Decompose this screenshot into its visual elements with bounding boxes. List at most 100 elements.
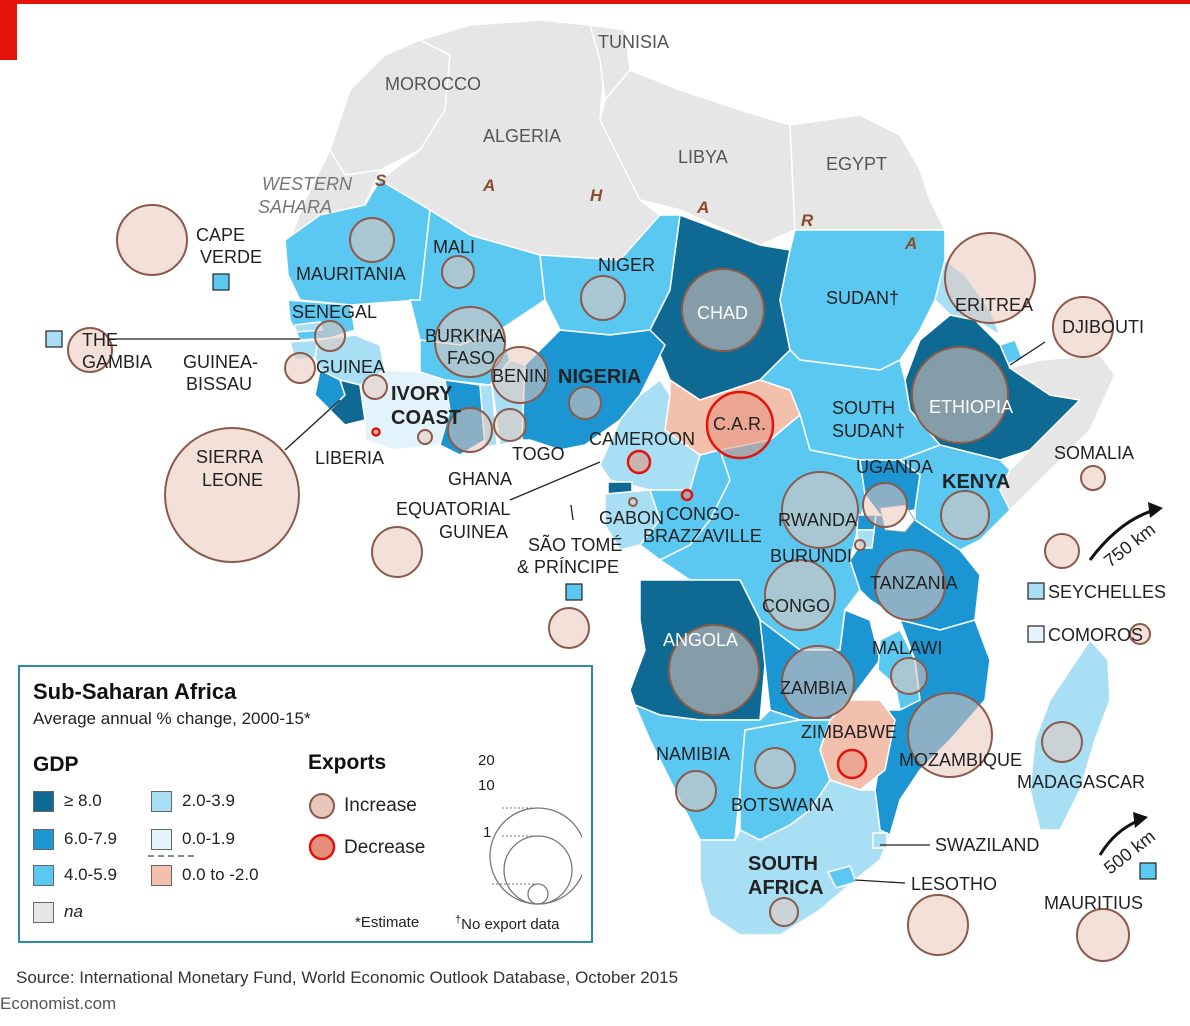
bubble-mauritius <box>1076 908 1130 962</box>
label-western-sahara-2: SAHARA <box>258 197 332 217</box>
bubble-car <box>705 390 775 460</box>
bubble-burundi <box>854 539 866 551</box>
bubble-equatorial-guinea <box>371 526 423 578</box>
swatch-label-gdp-ge8: ≥ 8.0 <box>64 791 102 810</box>
label-algeria: ALGERIA <box>483 126 561 146</box>
island-marker-sao-tome <box>565 583 583 601</box>
label-zimbabwe: ZIMBABWE <box>801 722 897 742</box>
bubble-lesotho <box>907 894 969 956</box>
island-marker-seychelles <box>1027 582 1045 600</box>
bubble-mauritania <box>349 217 395 263</box>
legend-decrease-label: Decrease <box>344 837 426 858</box>
label-sierra-leone-1: SIERRA <box>196 447 263 467</box>
bubble-kenya <box>940 490 990 540</box>
size-circle-10 <box>503 835 573 905</box>
label-mauritania: MAURITANIA <box>296 264 406 284</box>
label-the-gambia-1: THE <box>82 330 118 350</box>
legend-size-10-label: 10 <box>478 777 495 794</box>
bubble-mali <box>441 255 475 289</box>
bubble-gabon <box>628 497 638 507</box>
swatch-label-gdp-6: 6.0-7.9 <box>64 829 117 848</box>
label-scale-750: 750 km <box>1100 519 1159 571</box>
bubble-liberia <box>371 427 381 437</box>
legend-increase-circle <box>309 793 335 819</box>
label-burkina-faso-2: FASO <box>447 348 495 368</box>
label-congo: CONGO <box>762 596 830 616</box>
bubble-ghana <box>447 407 493 453</box>
bubble-chad <box>681 268 765 352</box>
region-south-africa <box>699 779 891 936</box>
legend-title: Sub-Saharan Africa <box>33 679 237 704</box>
bubble-sierra-leone <box>164 427 300 563</box>
label-guinea-bissau-1: GUINEA- <box>183 352 258 372</box>
label-cape-verde-1: CAPE <box>196 225 245 245</box>
label-ethiopia: ETHIOPIA <box>929 397 1013 417</box>
label-equatorial-guinea-2: GUINEA <box>439 522 508 542</box>
label-sao-tome-1: SÃO TOMÉ <box>528 534 622 555</box>
island-marker-mauritius <box>1139 862 1157 880</box>
label-south-sudan-1: SOUTH <box>832 398 895 418</box>
label-liberia: LIBERIA <box>315 448 384 468</box>
label-botswana: BOTSWANA <box>731 795 833 815</box>
label-ivory-coast-1: IVORY <box>391 383 453 405</box>
label-sudan: SUDAN† <box>826 288 899 308</box>
brand-red-tab <box>0 4 17 60</box>
label-tunisia: TUNISIA <box>598 32 669 52</box>
label-gabon: GABON <box>599 508 664 528</box>
label-eritrea: ERITREA <box>955 295 1033 315</box>
label-cameroon: CAMEROON <box>589 429 695 449</box>
scale-arrowhead-500 <box>1133 812 1148 828</box>
label-namibia: NAMIBIA <box>656 744 730 764</box>
label-comoros: COMOROS <box>1048 625 1143 645</box>
legend-box: Sub-Saharan Africa Average annual % chan… <box>18 665 593 943</box>
bubble-cape-verde <box>116 204 188 276</box>
label-swaziland: SWAZILAND <box>935 835 1039 855</box>
scale-arrow-750 <box>1088 508 1156 561</box>
legend-subtitle: Average annual % change, 2000-15* <box>33 709 311 728</box>
bubble-seychelles-area <box>1044 533 1080 569</box>
label-lesotho: LESOTHO <box>911 874 997 894</box>
size-circle-1 <box>527 883 549 905</box>
label-uganda: UGANDA <box>856 457 933 477</box>
legend-estimate-note: *Estimate <box>355 914 420 931</box>
label-sao-tome-2: & PRÍNCIPE <box>517 557 619 577</box>
swatch-label-gdp-0: 0.0-1.9 <box>182 829 235 848</box>
label-car: C.A.R. <box>713 414 766 434</box>
legend-size-20-label: 20 <box>478 752 495 769</box>
label-mozambique: MOZAMBIQUE <box>899 750 1022 770</box>
bubble-cameroon <box>626 449 652 475</box>
label-togo: TOGO <box>512 444 565 464</box>
scale-arrowhead-750 <box>1148 502 1163 518</box>
label-equatorial-guinea-1: EQUATORIAL <box>396 499 510 519</box>
bubble-nigeria <box>568 386 602 420</box>
label-djibouti: DJIBOUTI <box>1062 317 1144 337</box>
label-guinea-bissau-2: BISSAU <box>186 374 252 394</box>
label-western-sahara-1: WESTERN <box>262 174 353 194</box>
swatch-gdp-neg <box>151 865 172 886</box>
label-south-sudan-2: SUDAN† <box>832 421 905 441</box>
bubble-angola <box>668 624 760 716</box>
bubble-malawi <box>890 657 928 695</box>
legend-dashed-divider <box>148 855 194 857</box>
no-export-text: No export data <box>461 916 560 933</box>
dagger-mark: † <box>455 914 462 926</box>
label-malawi: MALAWI <box>872 638 942 658</box>
brand-credit: Economist.com <box>0 994 117 1013</box>
source-note: Source: International Monetary Fund, Wor… <box>16 968 679 987</box>
label-sierra-leone-2: LEONE <box>202 470 263 490</box>
bubble-burkina-faso <box>434 306 506 378</box>
bubble-mozambique <box>907 692 993 778</box>
region-swaziland <box>872 832 888 849</box>
bubble-congo-brazzaville <box>680 488 694 502</box>
bubble-sao-tome <box>548 607 590 649</box>
bubble-south-africa <box>769 897 799 927</box>
label-ivory-coast-2: COAST <box>391 407 461 429</box>
label-senegal: SENEGAL <box>292 302 377 322</box>
label-seychelles: SEYCHELLES <box>1048 582 1166 602</box>
bubble-guinea-bissau <box>284 352 316 384</box>
legend-decrease-circle <box>308 833 336 861</box>
label-chad: CHAD <box>697 303 748 323</box>
bubble-djibouti <box>1052 296 1114 358</box>
label-burkina-faso-1: BURKINA <box>425 326 505 346</box>
